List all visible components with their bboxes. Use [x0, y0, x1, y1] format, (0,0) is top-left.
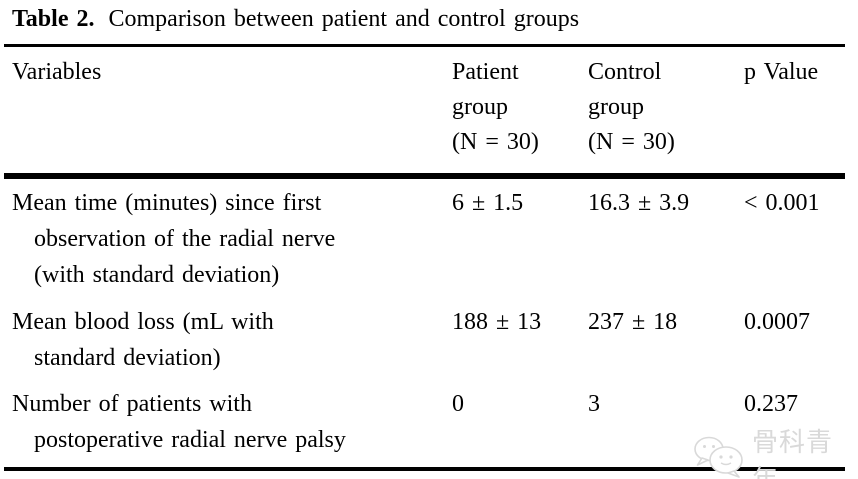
header-control-line: (N = 30) — [588, 129, 675, 155]
watermark-text: 骨科青年 — [752, 428, 834, 479]
table-row: Number of patients with postoperative ra… — [12, 386, 845, 458]
row-variable: Mean blood loss (mL with standard deviat… — [12, 304, 452, 376]
variable-line: Number of patients with — [12, 391, 252, 417]
header-patient-line: Patient — [452, 59, 519, 85]
variable-line: observation of the radial nerve — [34, 226, 336, 252]
row-variable: Number of patients with postoperative ra… — [12, 386, 452, 458]
row-p-value: 0.0007 — [744, 309, 810, 335]
top-rule — [4, 44, 845, 47]
table-row: Mean blood loss (mL with standard deviat… — [12, 304, 845, 376]
header-control-line: Control — [588, 59, 662, 85]
table-title: Table 2. Comparison between patient and c… — [12, 2, 845, 36]
row-control-value: 3 — [588, 391, 600, 417]
table-header-row: Variables Patient group (N = 30) Control… — [12, 55, 845, 160]
row-p-value: < 0.001 — [744, 190, 820, 216]
header-patient-line: (N = 30) — [452, 129, 539, 155]
header-control-group: Control group (N = 30) — [588, 55, 744, 160]
variable-line: Mean time (minutes) since first — [12, 190, 322, 216]
row-patient-value: 0 — [452, 391, 464, 417]
header-control-line: group — [588, 94, 644, 120]
row-control-value: 16.3 ± 3.9 — [588, 190, 690, 216]
table-number: Table 2. — [12, 6, 95, 32]
row-patient-value: 188 ± 13 — [452, 309, 542, 335]
row-p-value: 0.237 — [744, 391, 798, 417]
header-rule — [4, 173, 845, 179]
header-variables: Variables — [12, 59, 102, 85]
table-caption: Comparison between patient and control g… — [108, 6, 580, 32]
table-2: Table 2. Comparison between patient and c… — [0, 2, 858, 471]
header-p-value: p Value — [744, 59, 819, 85]
row-control-value: 237 ± 18 — [588, 309, 678, 335]
variable-line: Mean blood loss (mL with — [12, 309, 274, 335]
variable-line: standard deviation) — [34, 345, 221, 371]
header-patient-group: Patient group (N = 30) — [452, 55, 588, 160]
variable-line: (with standard deviation) — [34, 262, 280, 288]
header-patient-line: group — [452, 94, 508, 120]
variable-line: postoperative radial nerve palsy — [34, 427, 346, 453]
row-patient-value: 6 ± 1.5 — [452, 190, 524, 216]
wechat-bubbles-icon — [692, 436, 746, 479]
table-row: Mean time (minutes) since first observat… — [12, 185, 845, 293]
watermark: 骨科青年 — [692, 422, 858, 479]
row-variable: Mean time (minutes) since first observat… — [12, 185, 452, 293]
bottom-rule — [4, 467, 845, 471]
